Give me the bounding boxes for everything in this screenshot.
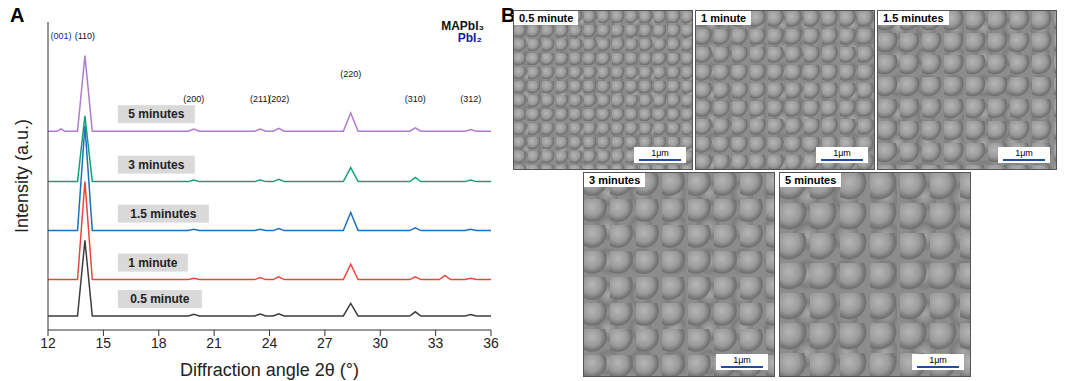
svg-text:(312): (312) [460,94,481,104]
svg-text:21: 21 [206,335,222,351]
html-text:1μm: 1μm [833,148,851,158]
svg-text:24: 24 [262,335,278,351]
html-text:1μm: 1μm [733,355,751,365]
html-text:1μm: 1μm [929,355,947,365]
html-text:1 minute: 1 minute [701,12,747,24]
svg-text:36: 36 [483,335,499,351]
svg-text:(310): (310) [405,94,426,104]
svg-text:(001): (001) [50,31,71,41]
html-text:B 0.5 minute: B 0.5 minute [501,4,574,26]
html-text:1.5 minutes: 1.5 minutes [883,12,944,24]
svg-text:(220): (220) [340,69,361,79]
svg-text:(202): (202) [268,94,289,104]
svg-text:15: 15 [96,335,112,351]
html-text:1μm: 1μm [1015,148,1033,158]
svg-text:MAPbI₃: MAPbI₃ [441,19,485,34]
svg-text:0.5 minute: 0.5 minute [130,292,190,306]
svg-text:30: 30 [372,335,388,351]
svg-text:(211): (211) [250,93,271,104]
svg-text:1.5 minutes: 1.5 minutes [130,207,196,221]
html-text:1μm: 1μm [651,148,669,158]
svg-text:18: 18 [151,335,167,351]
svg-text:PbI₂: PbI₂ [458,31,482,45]
svg-text:5 minutes: 5 minutes [128,107,184,121]
svg-text:(200): (200) [183,94,204,104]
html-text:A: A [10,4,25,26]
svg-text:12: 12 [40,335,56,351]
html-text:3 minutes: 3 minutes [589,174,641,186]
svg-text:Diffraction angle 2θ (°): Diffraction angle 2θ (°) [180,360,359,380]
svg-text:(110): (110) [75,31,95,41]
svg-text:Intensity (a.u.): Intensity (a.u.) [12,119,32,233]
svg-text:3 minutes: 3 minutes [128,158,184,172]
html-text:5 minutes: 5 minutes [785,174,837,186]
svg-text:1 minute: 1 minute [128,256,178,270]
svg-text:33: 33 [428,335,444,351]
svg-text:27: 27 [317,335,333,351]
